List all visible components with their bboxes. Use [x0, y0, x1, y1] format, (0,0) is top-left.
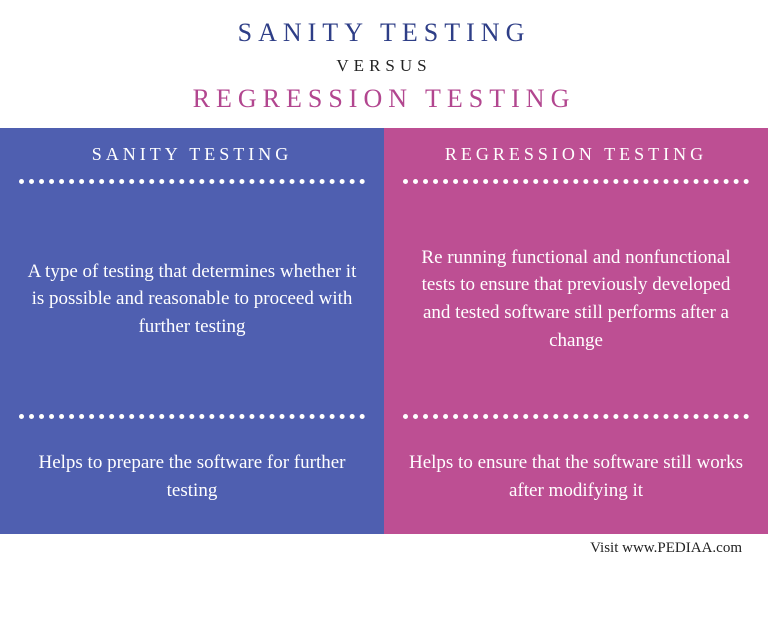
column-left-header: SANITY TESTING: [0, 128, 384, 179]
title-regression: REGRESSION TESTING: [0, 84, 768, 114]
comparison-grid: SANITY TESTING A type of testing that de…: [0, 128, 768, 534]
column-right-header: REGRESSION TESTING: [384, 128, 768, 179]
column-left: SANITY TESTING A type of testing that de…: [0, 128, 384, 534]
left-purpose: Helps to prepare the software for furthe…: [0, 419, 384, 534]
right-purpose: Helps to ensure that the software still …: [384, 419, 768, 534]
header: SANITY TESTING VERSUS REGRESSION TESTING: [0, 0, 768, 128]
left-definition: A type of testing that determines whethe…: [0, 184, 384, 414]
right-definition: Re running functional and nonfunctional …: [384, 184, 768, 414]
footer-credit: Visit www.PEDIAA.com: [0, 534, 768, 557]
column-right: REGRESSION TESTING Re running functional…: [384, 128, 768, 534]
versus-label: VERSUS: [0, 56, 768, 76]
title-sanity: SANITY TESTING: [0, 18, 768, 48]
